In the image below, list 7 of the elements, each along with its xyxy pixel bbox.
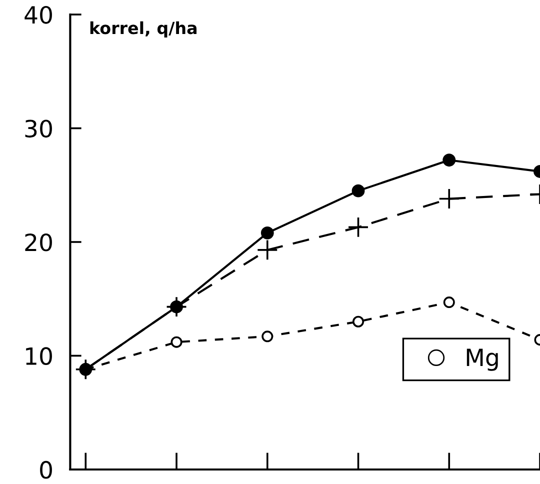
y-tick-label: 0 [40, 460, 52, 479]
y-tick-label: 40 [24, 6, 52, 24]
y-axis-title: korrel, q/ha [90, 21, 196, 38]
y-tick-label: 20 [25, 233, 52, 252]
legend-label: Mg [466, 348, 498, 371]
y-tick-label: 30 [25, 120, 52, 138]
y-tick-label: 10 [26, 347, 52, 366]
